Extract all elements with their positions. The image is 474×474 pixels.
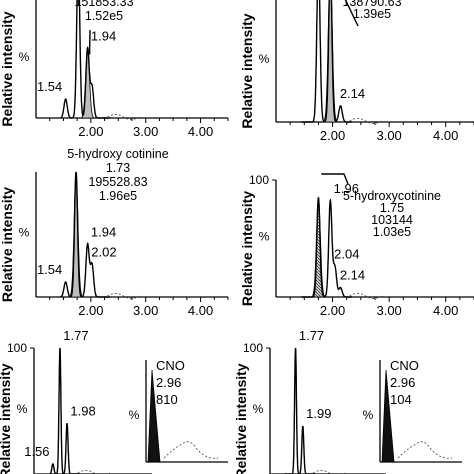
- y-axis-label: Relative intensity: [0, 363, 13, 474]
- inset-noise: [397, 441, 453, 459]
- y-unit-label: %: [259, 230, 270, 244]
- peak-label: 1.94: [91, 225, 116, 240]
- inset-label-line: CNO: [156, 358, 185, 373]
- annotation-leader: [344, 0, 359, 27]
- y-unit-label: %: [253, 402, 264, 416]
- peak-label: 1.56: [24, 444, 49, 459]
- x-tick-label: 3.00: [376, 128, 401, 143]
- peak-label: 1.54: [37, 79, 62, 94]
- annotation-connector: [321, 173, 349, 185]
- chart-panel-bottom-left: Relative intensity % 100 1.56 1.77 1.98 % CNO 2.…: [0, 328, 228, 474]
- peak-area: [70, 171, 82, 298]
- peak-annotation-line: 1.73: [106, 161, 130, 175]
- peak-label: 1.99: [306, 406, 331, 421]
- peak-label: 1.96: [334, 181, 359, 196]
- y-unit-label: %: [19, 50, 30, 64]
- chart-panel-top-right: Relative intensity%2.003.004.002.141.961…: [239, 0, 474, 143]
- peak-annotation-line: 1.39e5: [353, 7, 391, 21]
- peak-label: 2.02: [91, 245, 116, 260]
- y-axis-label: Relative intensity: [0, 187, 15, 302]
- baseline-noise: [312, 470, 346, 474]
- inset-y-unit: %: [363, 408, 374, 422]
- inset-label-line: 810: [156, 392, 178, 407]
- peak-annotation-line: 1.75: [380, 201, 404, 215]
- peak-label: 1.77: [63, 328, 88, 343]
- peak-annotation-line: 138790.63: [342, 0, 401, 9]
- inset-label-line: 2.96: [390, 375, 415, 390]
- peak-annotation-line: 103144: [371, 213, 413, 227]
- peak-label: 1.98: [70, 404, 95, 419]
- y-tick-label: 100: [7, 341, 27, 355]
- baseline-noise: [349, 293, 382, 299]
- y-axis-label: Relative intensity: [0, 11, 15, 126]
- peak-annotation-line: 1.96e5: [99, 189, 137, 203]
- x-tick-label: 3.00: [133, 303, 158, 318]
- y-unit-label: %: [17, 402, 28, 416]
- peak-label: 2.04: [334, 247, 359, 262]
- peak-annotation-line: 5-hydroxy cotinine: [67, 147, 168, 161]
- x-tick-label: 4.00: [188, 303, 213, 318]
- baseline-noise: [77, 470, 111, 474]
- baseline-noise: [349, 118, 382, 124]
- x-tick-label: 3.00: [133, 124, 158, 139]
- x-tick-label: 2.00: [78, 124, 103, 139]
- x-tick-label: 4.00: [188, 124, 213, 139]
- chromatogram-trace: [60, 0, 110, 119]
- peak-annotation-line: 1.03e5: [373, 225, 411, 239]
- peak-label: 1.54: [37, 262, 62, 277]
- y-unit-label: %: [259, 52, 270, 66]
- baseline-noise: [107, 293, 140, 299]
- y-tick-label: 100: [243, 341, 263, 355]
- peak-annotation-line: 195528.83: [88, 175, 147, 189]
- inset-peak-area: [381, 369, 395, 463]
- inset-peak-area: [147, 369, 161, 463]
- peak-area: [312, 196, 325, 298]
- chart-panel-bottom-right: Relative intensity % 100 1.77 1.99 % CNO 2.96 10…: [233, 328, 462, 474]
- x-tick-label: 2.00: [78, 303, 103, 318]
- inset-chart: % CNO 2.96 104: [363, 358, 462, 463]
- inset-chart: % CNO 2.96 810: [129, 358, 228, 463]
- x-tick-label: 2.00: [320, 128, 345, 143]
- peak-annotation-line: 5-hydroxycotinine: [343, 189, 441, 203]
- chromatogram-trace: [49, 347, 80, 474]
- x-tick-label: 3.00: [376, 303, 401, 318]
- peak-annotation-line: 1.52e5: [85, 9, 123, 23]
- chart-panel-middle-left: Relative intensity % 2.00 3.00 4.00 1.54 1.94 2…: [0, 147, 229, 318]
- peak-label: 2.14: [340, 86, 365, 101]
- peak-label: 1.94: [91, 28, 116, 43]
- chart-panel-middle-right: Relative intensity % 100 2.00 3.00 4.00 1.96 2.…: [239, 173, 474, 318]
- peak-annotation-line: 151853.33: [74, 0, 133, 9]
- inset-noise: [163, 441, 219, 459]
- chromatogram-trace: [60, 171, 110, 298]
- y-axis-label: Relative intensity: [239, 191, 255, 306]
- y-unit-label: %: [19, 226, 30, 240]
- chart-panel-top-left: Relative intensity % 2.00 3.00 4.00 1.54 1.94 1…: [0, 0, 229, 139]
- chromatogram-trace: [301, 0, 353, 123]
- y-axis-label: Relative intensity: [239, 13, 255, 128]
- peak-label: 2.14: [340, 268, 365, 283]
- y-tick-label: 100: [249, 173, 269, 187]
- inset-label-line: 104: [390, 392, 412, 407]
- peak-label: 1.77: [299, 328, 324, 343]
- chromatogram-trace: [301, 197, 353, 298]
- y-axis-label: Relative intensity: [233, 363, 249, 474]
- x-tick-label: 2.00: [320, 303, 345, 318]
- x-tick-label: 4.00: [433, 303, 458, 318]
- x-tick-label: 4.00: [433, 128, 458, 143]
- baseline-noise: [107, 114, 140, 120]
- inset-label-line: CNO: [390, 358, 419, 373]
- inset-label-line: 2.96: [156, 375, 181, 390]
- inset-y-unit: %: [129, 408, 140, 422]
